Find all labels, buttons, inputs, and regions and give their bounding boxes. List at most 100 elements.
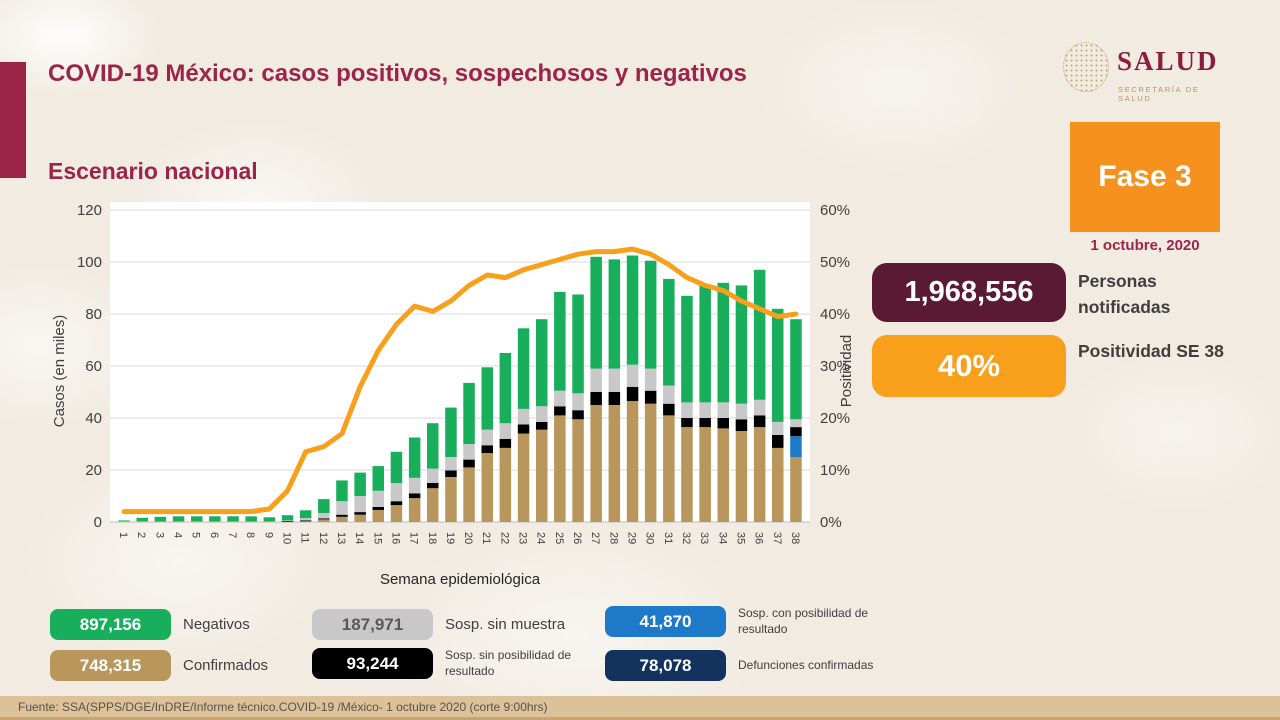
bar-week-36 xyxy=(753,269,766,522)
bar-week-25 xyxy=(554,291,566,522)
bar-week-10 xyxy=(281,515,294,523)
legend-label-sosp-sin-muestra: Sosp. sin muestra xyxy=(445,616,566,633)
y-tick-right: 30% xyxy=(820,358,850,375)
bar-week-20 xyxy=(463,382,475,522)
y-tick-left: 120 xyxy=(77,202,102,219)
bar-week-34 xyxy=(717,282,729,522)
x-tick: 6 xyxy=(208,532,220,538)
bar-week-7 xyxy=(227,516,239,523)
x-tick: 5 xyxy=(190,532,202,538)
x-tick: 15 xyxy=(371,532,383,544)
legend-item-sosp-con-posibilidad: 41,870 Sosp. con posibilidad de resultad… xyxy=(605,606,908,638)
bar-week-4 xyxy=(172,516,185,523)
x-tick: 9 xyxy=(262,532,274,538)
bar-week-18 xyxy=(427,423,439,522)
bar-week-15 xyxy=(372,466,384,522)
bar-week-1 xyxy=(118,520,130,523)
y-tick-right: 10% xyxy=(820,462,850,479)
phase-label: Fase 3 xyxy=(1098,160,1192,193)
y-tick-left: 100 xyxy=(77,254,102,271)
stat-label-personas-notificadas: Personas notificadas xyxy=(1078,271,1171,318)
x-tick: 22 xyxy=(498,532,510,544)
stat-value-positividad: 40% xyxy=(937,348,1001,383)
legend-badge-sosp-sin-posibilidad: 93,244 xyxy=(312,648,433,680)
y-tick-right: 50% xyxy=(820,254,850,271)
legend-item-negativos: 897,156 Negativos xyxy=(50,609,250,640)
legend-item-sosp-sin-muestra: 187,971 Sosp. sin muestra xyxy=(312,609,565,640)
y-tick-right: 40% xyxy=(820,306,850,323)
bar-week-11 xyxy=(299,510,312,522)
footer-source: Fuente: SSA(SPPS/DGE/InDRE/Informe técni… xyxy=(18,699,548,714)
bar-week-30 xyxy=(644,260,657,522)
x-tick: 32 xyxy=(680,532,692,544)
page-subtitle: Escenario nacional xyxy=(48,158,258,184)
stat-badge-positividad: 40% xyxy=(872,335,1066,397)
x-tick: 16 xyxy=(389,532,401,544)
y-tick-right: 0% xyxy=(820,514,842,531)
x-tick: 14 xyxy=(353,532,365,544)
y-tick-left: 40 xyxy=(85,410,102,427)
legend-badge-sosp-con-posibilidad: 41,870 xyxy=(605,606,726,638)
x-tick: 30 xyxy=(644,532,656,544)
x-tick: 33 xyxy=(698,532,710,544)
bar-week-24 xyxy=(536,319,548,522)
bar-week-27 xyxy=(590,256,602,522)
x-tick: 38 xyxy=(789,532,801,544)
x-tick: 27 xyxy=(589,532,601,544)
y-tick-right: 20% xyxy=(820,410,850,427)
bar-week-6 xyxy=(209,516,221,523)
x-tick: 37 xyxy=(771,532,783,544)
x-tick: 36 xyxy=(753,532,765,544)
y-axis-title-right: Positividad xyxy=(838,335,855,408)
salud-logo: SALUD SECRETARÍA DE SALUD xyxy=(1063,38,1233,103)
x-tick: 23 xyxy=(517,532,529,544)
bar-week-9 xyxy=(263,517,276,523)
x-tick: 31 xyxy=(662,532,674,544)
bar-week-14 xyxy=(354,472,366,522)
legend-item-defunciones: 78,078 Defunciones confirmadas xyxy=(605,650,908,681)
legend-item-sosp-sin-posibilidad: 93,244 Sosp. sin posibilidad de resultad… xyxy=(312,648,615,680)
x-tick: 20 xyxy=(462,532,474,544)
legend-label-sosp-sin-posibilidad: Sosp. sin posibilidad de resultado xyxy=(445,648,572,678)
x-tick: 29 xyxy=(626,532,638,544)
salud-wordmark: SALUD xyxy=(1117,46,1219,76)
legend-value-sosp-sin-muestra: 187,971 xyxy=(341,614,404,634)
x-tick: 8 xyxy=(244,532,256,538)
bar-week-8 xyxy=(245,516,257,523)
bar-week-32 xyxy=(681,295,693,522)
x-tick: 1 xyxy=(117,532,129,538)
salud-subtext: SECRETARÍA DE SALUD xyxy=(1118,85,1200,103)
bar-week-33 xyxy=(699,285,711,522)
x-tick: 10 xyxy=(281,532,293,544)
page-title: COVID-19 México: casos positivos, sospec… xyxy=(48,60,747,87)
footer-bar: Fuente: SSA(SPPS/DGE/InDRE/Informe técni… xyxy=(0,696,1280,720)
bar-week-23 xyxy=(517,328,530,522)
x-tick: 34 xyxy=(716,532,728,544)
x-tick: 3 xyxy=(153,532,165,538)
bar-week-12 xyxy=(318,499,330,522)
bar-week-17 xyxy=(408,437,421,522)
bar-week-35 xyxy=(735,285,748,522)
x-tick: 7 xyxy=(226,532,238,538)
x-tick: 28 xyxy=(607,532,619,544)
legend-badge-defunciones: 78,078 xyxy=(605,650,726,681)
bar-week-16 xyxy=(390,451,403,522)
x-tick: 2 xyxy=(135,532,147,538)
legend-value-defunciones: 78,078 xyxy=(639,655,692,675)
x-tick: 17 xyxy=(408,532,420,544)
bar-week-3 xyxy=(154,516,167,523)
stat-value-personas-notificadas: 1,968,556 xyxy=(904,276,1034,308)
bar-week-31 xyxy=(663,278,675,522)
bar-week-19 xyxy=(445,407,457,522)
bar-week-29 xyxy=(626,255,639,522)
legend-badge-confirmados: 748,315 xyxy=(50,650,171,681)
salud-emblem-icon xyxy=(1063,42,1109,92)
x-axis-title: Semana epidemiológica xyxy=(380,571,541,588)
y-tick-left: 0 xyxy=(94,514,102,531)
bar-week-21 xyxy=(481,367,493,522)
legend-badge-sosp-sin-muestra: 187,971 xyxy=(312,609,433,640)
stat-label-positividad: Positividad SE 38 xyxy=(1078,341,1224,361)
x-tick: 18 xyxy=(426,532,438,544)
stacked-bar-positivity-chart: 0 0%20 10%40 20%60 30%80 40%100 50%120 60%1 2 3 4 5… xyxy=(51,202,855,588)
